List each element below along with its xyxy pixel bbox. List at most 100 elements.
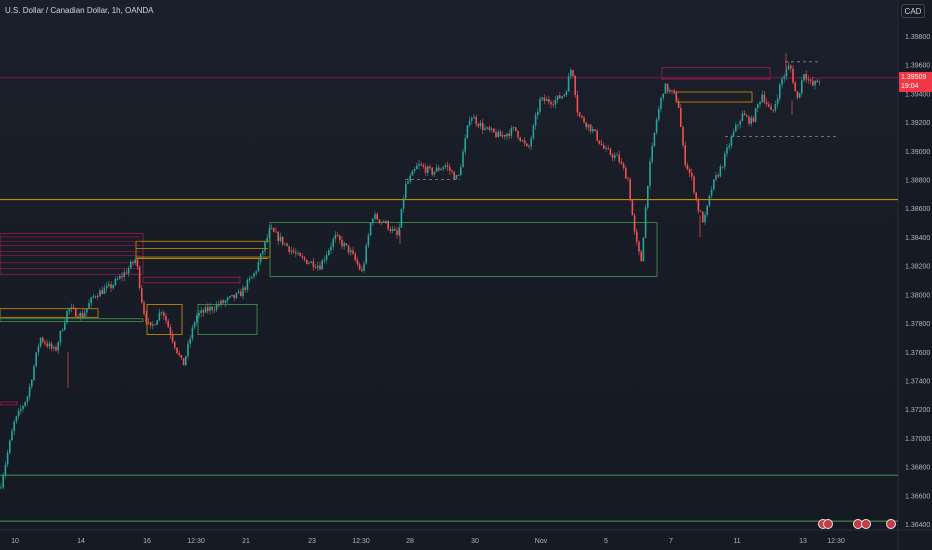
candle-body [653, 132, 656, 146]
candle-body [297, 252, 299, 254]
y-tick-label: 1.36800 [905, 465, 930, 472]
candle-body [429, 166, 431, 168]
candle-body [176, 347, 178, 354]
candle-body [292, 250, 295, 253]
candle-body [457, 174, 460, 176]
zone-box [197, 303, 258, 335]
candle-body [556, 95, 559, 100]
candle-body [508, 133, 510, 136]
candle-body [345, 243, 348, 246]
candle-body [779, 84, 781, 99]
candle-body [418, 164, 420, 166]
x-tick-label: 5 [604, 538, 608, 545]
candle-body [600, 143, 603, 146]
candle-body [752, 117, 755, 122]
candle-body [649, 161, 651, 186]
candle-body [572, 70, 574, 76]
candle-body [116, 278, 119, 280]
candle-body [218, 304, 220, 306]
candle-body [99, 290, 101, 297]
zone-box [0, 318, 144, 323]
candle-body [66, 310, 68, 323]
candle-body [171, 334, 174, 342]
candle-body [255, 271, 257, 274]
candle-body [240, 291, 242, 297]
candle-body [341, 239, 343, 247]
candle-body [708, 195, 711, 206]
candle-body [515, 127, 517, 131]
x-tick-label: 7 [669, 538, 673, 545]
candle-body [20, 408, 22, 411]
candle-body [735, 125, 737, 132]
candle-body [739, 121, 741, 125]
candle-body [299, 252, 301, 257]
chart-area[interactable] [0, 0, 898, 530]
candle-body [402, 198, 405, 209]
candle-body [444, 165, 447, 168]
candle-body [134, 259, 136, 263]
candle-body [411, 170, 414, 176]
candle-body [640, 251, 642, 262]
candle-body [460, 167, 462, 175]
candle-body [728, 145, 730, 148]
y-tick-label: 1.38600 [905, 206, 930, 213]
candle-body [435, 167, 438, 172]
candle-body [57, 342, 59, 351]
y-tick-label: 1.38800 [905, 178, 930, 185]
candle-body [108, 284, 110, 286]
candle-body [46, 343, 48, 347]
candle-body [680, 107, 682, 127]
candle-body [193, 322, 196, 328]
candle-body [651, 145, 653, 162]
candle-body [110, 284, 112, 289]
candle-body [726, 147, 728, 154]
candle-body [422, 165, 425, 167]
candle-body [213, 309, 216, 311]
candle-body [704, 214, 706, 223]
currency-badge[interactable]: CAD [901, 4, 925, 18]
candle-body [248, 278, 251, 281]
x-tick-label: 11 [733, 538, 740, 545]
candle-body [288, 246, 290, 252]
candle-body [517, 130, 519, 138]
candle-body [160, 312, 163, 314]
candle-body [231, 294, 233, 297]
candle-body [339, 235, 341, 240]
candle-body [286, 243, 288, 247]
candle-body [251, 276, 253, 279]
candle-body [768, 104, 770, 107]
candle-body [550, 102, 552, 105]
candle-body [504, 134, 506, 137]
candle-body [774, 103, 777, 111]
candle-body [385, 221, 387, 223]
candle-body [138, 266, 141, 289]
candle-body [455, 175, 458, 179]
candle-body [655, 119, 658, 133]
candle-body [697, 199, 700, 212]
candle-body [431, 167, 433, 175]
candle-body [765, 102, 768, 105]
event-flag-icon[interactable] [861, 519, 871, 529]
candle-body [13, 421, 15, 432]
candle-body [358, 264, 361, 270]
candle-body [94, 296, 97, 298]
candle-body [394, 228, 396, 231]
y-tick-label: 1.37000 [905, 436, 930, 443]
candle-body [396, 230, 398, 235]
candle-body [59, 330, 62, 343]
event-flag-icon[interactable] [886, 519, 896, 529]
candle-body [303, 257, 306, 260]
candle-body [101, 290, 103, 294]
candle-body [407, 181, 409, 184]
event-flag-icon[interactable] [823, 519, 833, 529]
candle-body [165, 315, 167, 321]
chart-title: U.S. Dollar / Canadian Dollar, 1h, OANDA [5, 6, 154, 15]
candle-body [440, 168, 442, 171]
candle-body [682, 126, 684, 146]
candle-body [125, 272, 128, 274]
x-tick-label: 10 [11, 538, 19, 545]
candle-body [710, 189, 713, 196]
candle-body [343, 243, 345, 247]
candle-body [675, 93, 678, 101]
